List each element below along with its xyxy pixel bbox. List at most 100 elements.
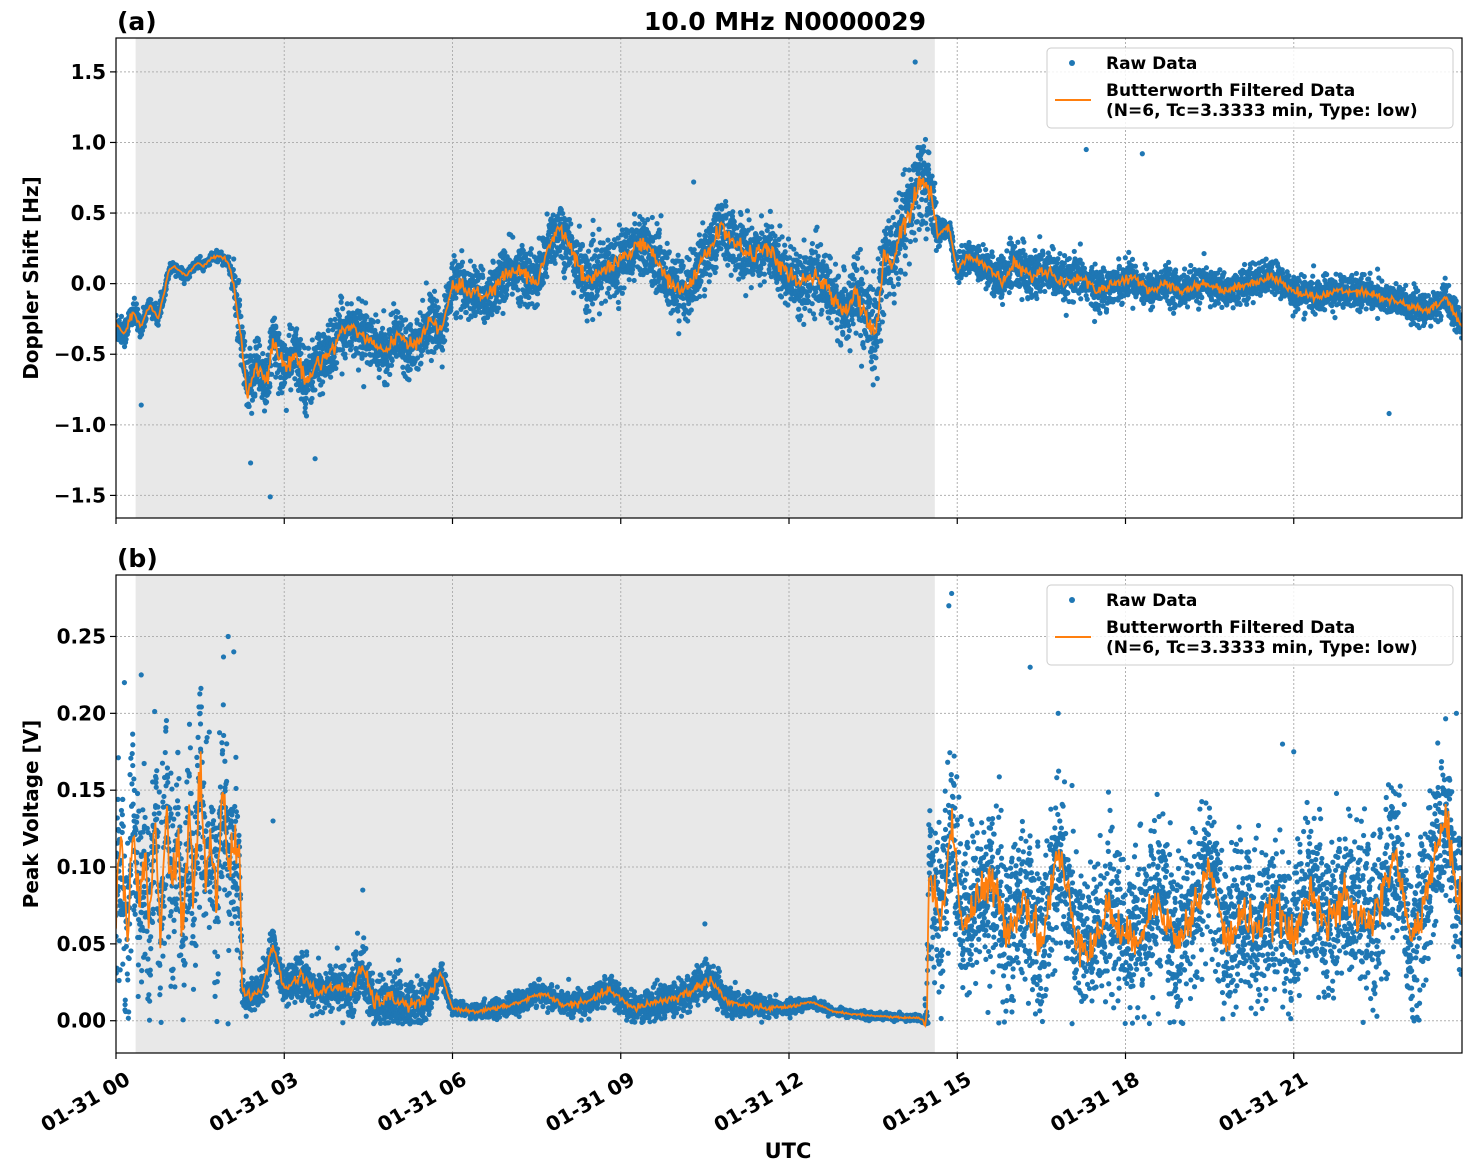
raw-data-point bbox=[674, 274, 680, 280]
raw-data-point bbox=[645, 217, 651, 223]
raw-data-point bbox=[339, 371, 345, 377]
raw-data-point bbox=[230, 267, 236, 273]
raw-data-point bbox=[309, 395, 315, 402]
raw-data-point bbox=[900, 171, 906, 177]
raw-data-point bbox=[249, 397, 256, 403]
raw-data-point bbox=[854, 267, 860, 273]
raw-data-point bbox=[339, 347, 346, 353]
raw-data-point bbox=[584, 303, 590, 309]
raw-data-point bbox=[414, 317, 420, 323]
raw-data-point bbox=[328, 374, 334, 380]
raw-data-point bbox=[664, 240, 670, 247]
raw-data-point bbox=[820, 259, 826, 265]
raw-data-point bbox=[606, 285, 612, 291]
raw-data-point bbox=[676, 318, 682, 324]
raw-data-point bbox=[796, 306, 802, 312]
raw-data-point bbox=[463, 309, 469, 316]
raw-data-point bbox=[134, 306, 141, 312]
raw-data-point bbox=[116, 317, 122, 324]
raw-data-point bbox=[743, 293, 749, 299]
raw-data-point bbox=[293, 331, 299, 338]
raw-data-point bbox=[749, 225, 755, 231]
raw-data-point bbox=[761, 279, 767, 285]
raw-data-point bbox=[887, 291, 893, 297]
raw-data-point bbox=[818, 242, 824, 248]
raw-data-point bbox=[459, 259, 466, 265]
raw-data-point bbox=[812, 316, 818, 322]
raw-data-point bbox=[803, 255, 809, 261]
raw-data-point bbox=[361, 384, 367, 390]
raw-data-point bbox=[389, 357, 395, 364]
raw-data-point bbox=[701, 293, 708, 299]
raw-data-point bbox=[518, 295, 524, 301]
raw-data-point bbox=[249, 410, 255, 416]
raw-data-point bbox=[269, 371, 275, 377]
raw-data-point bbox=[420, 297, 426, 303]
raw-data-point bbox=[697, 293, 703, 300]
raw-data-point bbox=[656, 230, 662, 237]
raw-data-point bbox=[226, 254, 232, 260]
raw-data-point bbox=[331, 354, 337, 360]
raw-data-point bbox=[561, 275, 568, 281]
raw-data-point bbox=[118, 313, 125, 319]
raw-data-point bbox=[895, 209, 901, 215]
raw-data-point bbox=[261, 408, 268, 414]
raw-data-point bbox=[255, 338, 262, 344]
raw-data-point bbox=[309, 379, 316, 385]
raw-data-point bbox=[260, 350, 266, 357]
raw-data-point bbox=[834, 317, 840, 323]
raw-data-point bbox=[746, 217, 752, 223]
raw-data-point bbox=[266, 389, 272, 395]
raw-data-point bbox=[509, 291, 515, 297]
raw-data-point bbox=[920, 143, 927, 150]
raw-data-point bbox=[535, 291, 541, 297]
raw-data-point bbox=[956, 279, 962, 286]
raw-data-point bbox=[902, 253, 908, 259]
raw-data-point bbox=[929, 173, 935, 179]
raw-data-point bbox=[713, 264, 719, 271]
raw-data-point bbox=[890, 283, 897, 290]
raw-data-point bbox=[616, 305, 622, 312]
raw-data-point bbox=[556, 248, 563, 254]
raw-data-point bbox=[131, 295, 137, 301]
raw-data-point bbox=[926, 150, 932, 156]
raw-data-point bbox=[922, 136, 929, 143]
raw-data-point bbox=[916, 204, 922, 210]
raw-data-point bbox=[373, 312, 379, 318]
raw-data-point bbox=[256, 354, 262, 360]
raw-data-point bbox=[256, 342, 263, 349]
raw-data-point bbox=[636, 221, 642, 227]
raw-data-point bbox=[858, 363, 865, 369]
raw-data-point bbox=[730, 209, 736, 215]
raw-data-point bbox=[232, 273, 238, 280]
raw-data-point bbox=[782, 249, 788, 255]
panel-a-y-axis-label: Doppler Shift [Hz] bbox=[19, 176, 43, 380]
raw-data-point bbox=[584, 318, 590, 324]
raw-data-point bbox=[579, 243, 586, 249]
raw-data-point bbox=[303, 413, 310, 419]
raw-data-point bbox=[451, 253, 457, 259]
raw-data-point bbox=[333, 365, 339, 372]
raw-data-point bbox=[415, 366, 421, 372]
raw-data-point bbox=[847, 348, 853, 354]
raw-data-point bbox=[845, 334, 851, 340]
raw-data-point bbox=[698, 279, 704, 285]
raw-data-point bbox=[602, 298, 609, 304]
raw-data-point bbox=[923, 220, 929, 226]
raw-data-point bbox=[785, 236, 792, 242]
raw-data-point bbox=[775, 242, 781, 248]
raw-data-point bbox=[288, 387, 294, 393]
raw-data-point bbox=[443, 321, 450, 328]
raw-data-point bbox=[370, 319, 377, 325]
raw-data-point bbox=[802, 305, 808, 312]
raw-data-point bbox=[504, 292, 510, 298]
raw-data-point bbox=[423, 280, 429, 286]
raw-data-point bbox=[815, 253, 821, 259]
raw-data-point bbox=[480, 267, 486, 273]
raw-data-point bbox=[810, 311, 817, 317]
raw-data-point bbox=[838, 342, 844, 348]
raw-data-point bbox=[301, 345, 308, 351]
raw-data-point bbox=[279, 390, 285, 396]
raw-data-point bbox=[428, 357, 434, 364]
raw-data-point bbox=[867, 296, 873, 302]
